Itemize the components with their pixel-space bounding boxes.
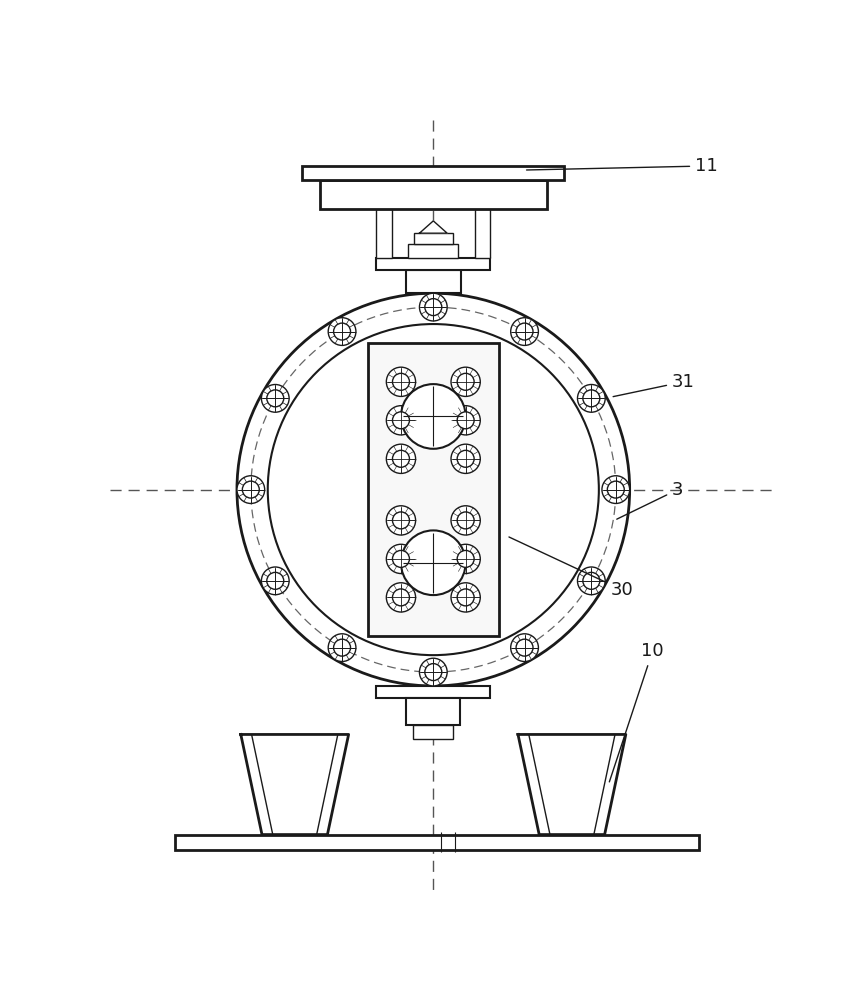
Bar (406, 698, 460, 725)
Circle shape (386, 544, 415, 574)
Circle shape (582, 572, 599, 589)
Circle shape (237, 293, 629, 686)
Bar (376, 258, 490, 270)
Circle shape (456, 450, 474, 467)
Circle shape (510, 634, 538, 662)
Circle shape (400, 530, 465, 595)
Bar (376, 209, 391, 258)
Circle shape (333, 639, 350, 656)
Circle shape (456, 512, 474, 529)
Circle shape (510, 318, 538, 345)
Text: 10: 10 (609, 642, 663, 782)
Circle shape (450, 444, 480, 473)
Circle shape (386, 444, 415, 473)
Bar (302, 166, 564, 180)
Text: 11: 11 (526, 157, 717, 175)
Circle shape (450, 406, 480, 435)
Circle shape (450, 506, 480, 535)
Circle shape (419, 293, 447, 321)
Circle shape (392, 373, 409, 390)
Circle shape (516, 639, 532, 656)
Circle shape (333, 323, 350, 340)
Circle shape (400, 384, 465, 449)
Circle shape (456, 589, 474, 606)
Circle shape (456, 412, 474, 429)
Circle shape (386, 506, 415, 535)
Circle shape (450, 367, 480, 396)
Circle shape (261, 384, 288, 412)
Text: 31: 31 (612, 373, 694, 397)
Circle shape (268, 324, 598, 655)
Bar (412, 725, 453, 739)
Circle shape (392, 589, 409, 606)
Circle shape (607, 481, 623, 498)
Text: 30: 30 (508, 537, 633, 599)
Bar (474, 209, 490, 258)
Circle shape (237, 476, 264, 503)
Circle shape (386, 406, 415, 435)
Bar (408, 244, 458, 258)
Circle shape (328, 318, 356, 345)
Bar (368, 343, 499, 636)
Polygon shape (517, 734, 625, 835)
Circle shape (392, 550, 409, 567)
Circle shape (242, 481, 259, 498)
Bar (406, 270, 461, 293)
Polygon shape (419, 221, 447, 233)
Circle shape (261, 567, 288, 595)
Circle shape (456, 550, 474, 567)
Circle shape (392, 512, 409, 529)
Polygon shape (240, 734, 348, 835)
Circle shape (450, 544, 480, 574)
Bar (413, 233, 452, 244)
Circle shape (577, 567, 604, 595)
Circle shape (386, 367, 415, 396)
Bar (376, 686, 490, 698)
Circle shape (582, 390, 599, 407)
Circle shape (577, 384, 604, 412)
Circle shape (267, 390, 283, 407)
Circle shape (450, 583, 480, 612)
Circle shape (267, 572, 283, 589)
Circle shape (516, 323, 532, 340)
Circle shape (424, 664, 442, 681)
Circle shape (392, 412, 409, 429)
Circle shape (456, 373, 474, 390)
Bar (319, 180, 546, 209)
Circle shape (424, 299, 442, 316)
Circle shape (419, 658, 447, 686)
Circle shape (328, 634, 356, 662)
Text: 3: 3 (616, 481, 683, 519)
Circle shape (601, 476, 629, 503)
Bar (175, 835, 698, 850)
Circle shape (392, 450, 409, 467)
Circle shape (386, 583, 415, 612)
